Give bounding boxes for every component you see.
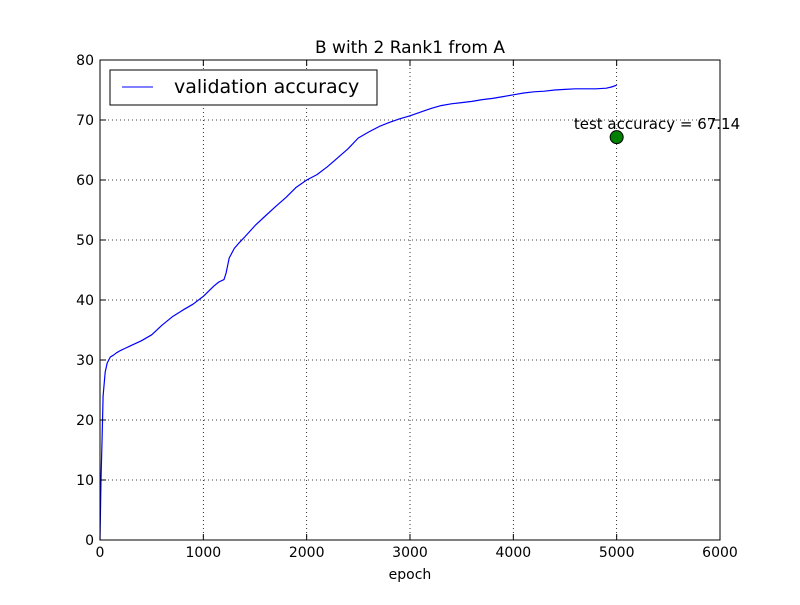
y-tick-label: 30	[76, 353, 94, 369]
chart-title: B with 2 Rank1 from A	[315, 38, 505, 58]
annotation-test-accuracy: test accuracy = 67.14	[574, 115, 740, 133]
x-tick-label: 6000	[702, 545, 738, 561]
series-line-validation-accuracy	[99, 84, 617, 541]
x-tick-label: 1000	[186, 545, 222, 561]
tick-labels: 0 1000 2000 3000 4000 5000 6000 0 10 20 30 40 50 60 70…	[76, 53, 738, 561]
points-layer	[609, 130, 624, 145]
x-tick-label: 2000	[289, 545, 325, 561]
legend-box	[109, 69, 378, 106]
x-axis-label: epoch	[389, 567, 432, 583]
y-tick-label: 10	[76, 473, 94, 489]
y-tick-label: 80	[76, 53, 94, 69]
x-tick-label: 5000	[599, 545, 635, 561]
y-tick-label: 40	[76, 293, 94, 309]
y-tick-label: 60	[76, 173, 94, 189]
grid	[100, 60, 720, 540]
legend: validation accuracy	[109, 69, 378, 106]
y-tick-label: 70	[76, 113, 94, 129]
ticks	[99, 59, 721, 541]
legend-label-validation-accuracy: validation accuracy	[174, 76, 359, 98]
x-tick-label: 3000	[392, 545, 428, 561]
test-accuracy-point	[609, 130, 624, 145]
series-layer	[99, 84, 617, 541]
y-tick-label: 20	[76, 413, 94, 429]
x-tick-label: 4000	[496, 545, 532, 561]
x-tick-label: 0	[96, 545, 105, 561]
y-tick-label: 0	[85, 533, 94, 549]
y-tick-label: 50	[76, 233, 94, 249]
